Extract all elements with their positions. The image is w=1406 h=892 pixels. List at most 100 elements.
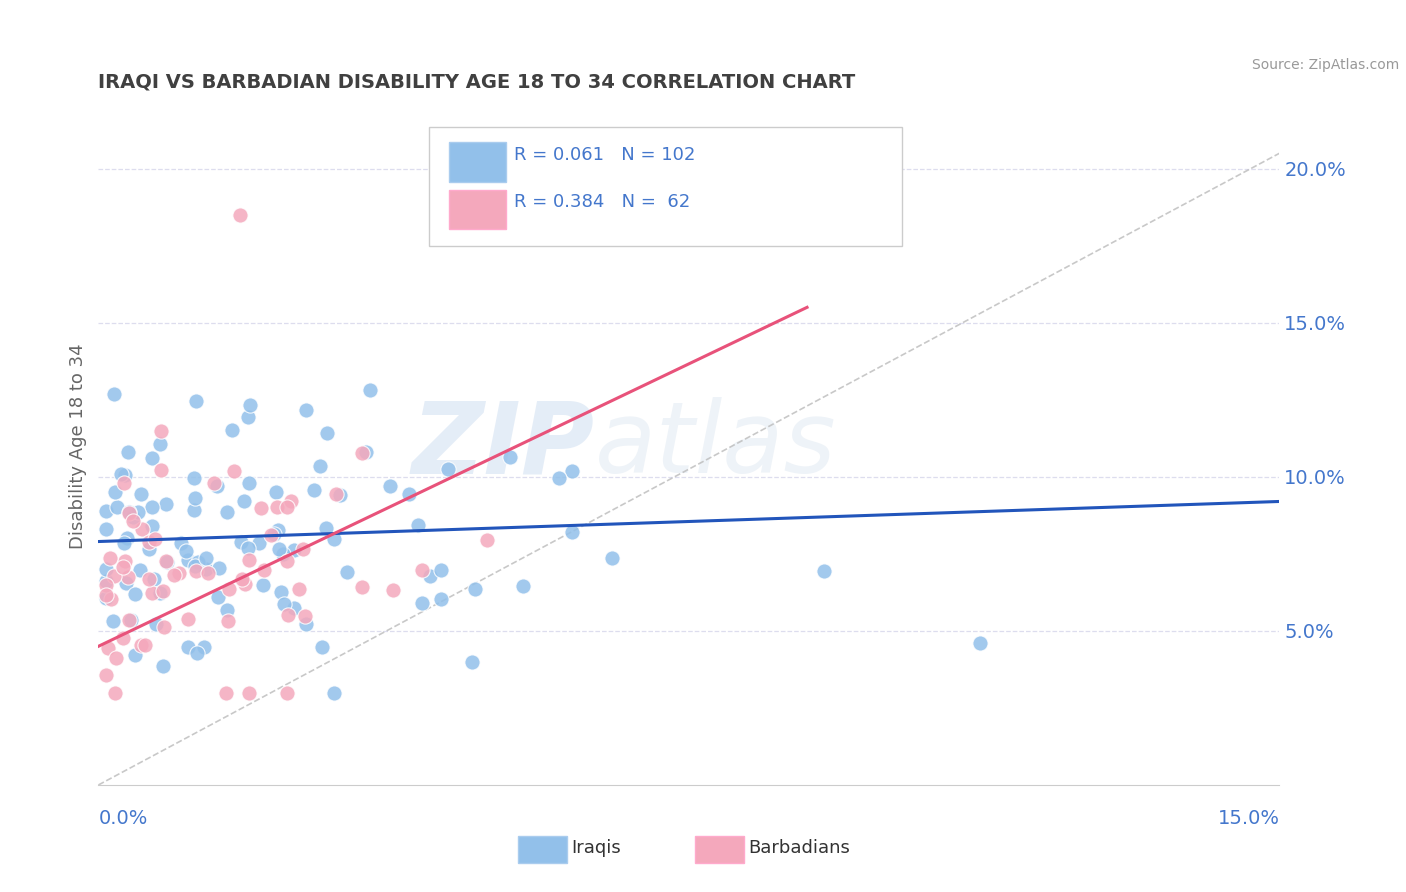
Point bbox=[100, 591, 122, 606]
Text: ZIP: ZIP bbox=[412, 398, 595, 494]
Point bbox=[98, 551, 121, 566]
Point bbox=[187, 555, 209, 569]
Point bbox=[202, 475, 225, 490]
Point bbox=[238, 410, 260, 425]
Point bbox=[104, 651, 127, 665]
Point bbox=[141, 519, 163, 533]
Point bbox=[236, 541, 259, 556]
Point bbox=[325, 487, 347, 501]
Point bbox=[114, 554, 136, 568]
Point bbox=[229, 535, 252, 549]
Point bbox=[411, 563, 433, 577]
Point bbox=[309, 459, 332, 474]
Text: 0.0%: 0.0% bbox=[98, 809, 148, 828]
Point bbox=[322, 532, 344, 546]
Text: Iraqis: Iraqis bbox=[571, 839, 620, 857]
Point bbox=[813, 565, 835, 579]
Point bbox=[270, 584, 292, 599]
Point bbox=[382, 583, 405, 598]
Point bbox=[120, 613, 142, 627]
Text: Barbadians: Barbadians bbox=[748, 839, 849, 857]
Point bbox=[96, 562, 118, 576]
Point bbox=[231, 572, 253, 586]
Point bbox=[280, 494, 302, 508]
Point bbox=[235, 577, 257, 591]
Point bbox=[124, 587, 146, 601]
Text: IRAQI VS BARBADIAN DISABILITY AGE 18 TO 34 CORRELATION CHART: IRAQI VS BARBADIAN DISABILITY AGE 18 TO … bbox=[98, 72, 856, 92]
Point bbox=[477, 533, 499, 548]
Point bbox=[252, 578, 274, 592]
Point bbox=[152, 620, 174, 634]
Point bbox=[215, 505, 238, 519]
Point bbox=[247, 536, 270, 550]
Point bbox=[114, 535, 136, 549]
Point bbox=[499, 450, 522, 465]
Point bbox=[114, 467, 136, 482]
Point bbox=[221, 423, 243, 437]
Point bbox=[176, 612, 198, 626]
Point bbox=[600, 550, 623, 565]
Point bbox=[264, 485, 287, 500]
Point bbox=[250, 500, 273, 515]
Point bbox=[143, 532, 166, 546]
Point bbox=[96, 641, 118, 656]
Point bbox=[294, 609, 316, 624]
Point bbox=[197, 566, 219, 581]
Point bbox=[238, 476, 260, 491]
Point bbox=[335, 566, 357, 580]
Point bbox=[273, 597, 295, 611]
Point bbox=[194, 562, 217, 576]
Point bbox=[156, 555, 179, 569]
Point bbox=[169, 536, 191, 550]
Point bbox=[103, 485, 125, 500]
Point bbox=[177, 640, 200, 655]
Point bbox=[350, 446, 373, 460]
Point bbox=[311, 640, 333, 654]
Point bbox=[183, 503, 205, 517]
Point bbox=[117, 569, 139, 583]
Point bbox=[207, 590, 229, 604]
Point bbox=[118, 613, 141, 627]
Point bbox=[233, 494, 256, 508]
Point bbox=[149, 436, 172, 450]
Point bbox=[260, 528, 283, 542]
Point bbox=[134, 638, 156, 652]
Point bbox=[238, 553, 260, 567]
Point bbox=[277, 608, 299, 623]
Point bbox=[464, 582, 486, 597]
Point bbox=[138, 535, 160, 549]
Point bbox=[315, 521, 337, 535]
Point bbox=[398, 487, 420, 501]
Point bbox=[561, 464, 583, 478]
Point bbox=[288, 582, 311, 597]
Point bbox=[128, 563, 150, 577]
Point bbox=[229, 208, 252, 222]
Point bbox=[239, 398, 262, 412]
Point bbox=[155, 554, 177, 568]
Point bbox=[276, 500, 298, 514]
Point bbox=[323, 686, 346, 700]
Point bbox=[359, 383, 381, 397]
Point bbox=[163, 567, 186, 582]
Point bbox=[186, 393, 208, 408]
Point bbox=[295, 403, 318, 417]
Point bbox=[174, 543, 197, 558]
Text: atlas: atlas bbox=[595, 398, 837, 494]
Point bbox=[419, 569, 441, 583]
Point bbox=[103, 569, 125, 583]
Point bbox=[238, 685, 260, 699]
Point bbox=[131, 522, 153, 536]
Point bbox=[167, 566, 190, 581]
Point bbox=[222, 464, 245, 478]
Point bbox=[112, 476, 135, 491]
Point bbox=[271, 547, 294, 561]
Point bbox=[184, 491, 207, 505]
FancyBboxPatch shape bbox=[449, 190, 506, 229]
Text: R = 0.384   N =  62: R = 0.384 N = 62 bbox=[515, 194, 690, 211]
Point bbox=[103, 685, 125, 699]
Point bbox=[96, 577, 118, 591]
Point bbox=[103, 387, 125, 401]
Point bbox=[141, 451, 163, 466]
Point bbox=[150, 463, 173, 477]
Point bbox=[215, 603, 238, 617]
